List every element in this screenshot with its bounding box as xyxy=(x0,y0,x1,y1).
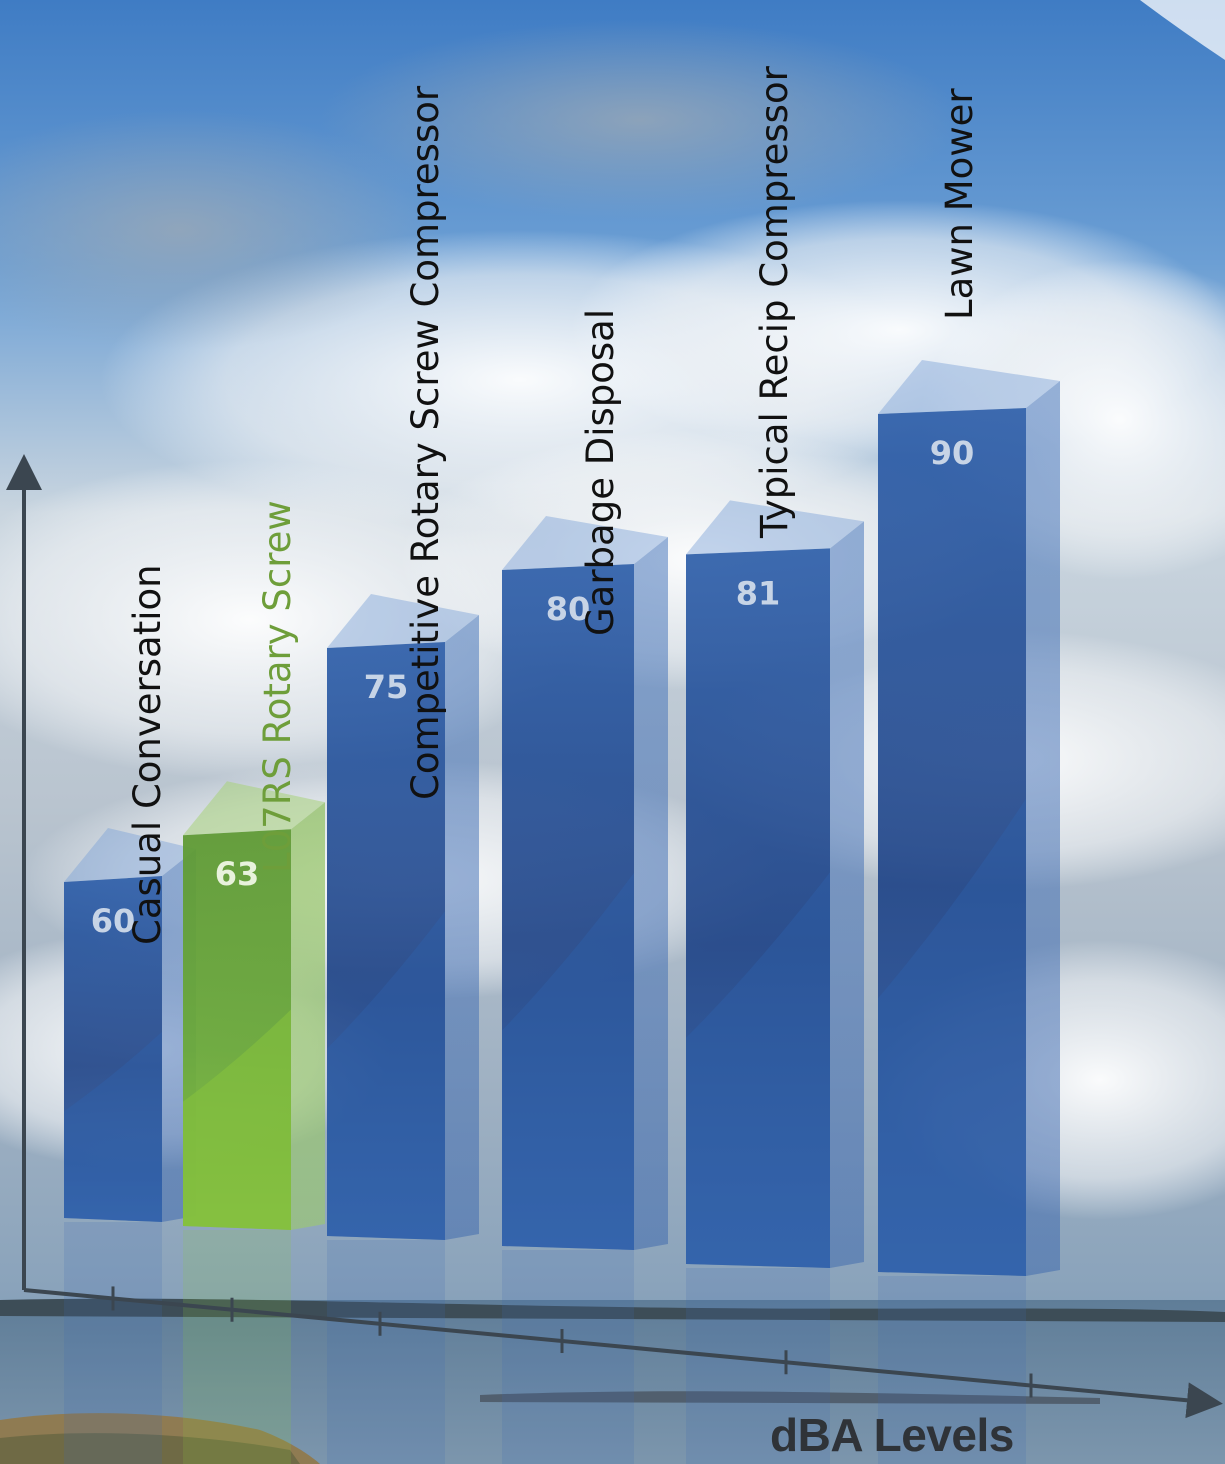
bar-5 xyxy=(686,500,864,1464)
category-label-1: Casual Conversation xyxy=(126,564,169,945)
value-label-5: 81 xyxy=(736,574,781,612)
bar-6 xyxy=(878,360,1060,1464)
category-label-3: Competitive Rotary Screw Compressor xyxy=(404,85,447,800)
x-axis-label: dBA Levels xyxy=(770,1409,1014,1461)
value-label-2: 63 xyxy=(215,855,260,893)
bar-3 xyxy=(327,594,479,1464)
x-axis xyxy=(23,1288,1223,1419)
bar-2 xyxy=(183,781,325,1464)
category-label-5: Typical Recip Compressor xyxy=(753,65,796,539)
category-label-2: L07RS Rotary Screw xyxy=(256,500,299,873)
category-label-4: Garbage Disposal xyxy=(579,309,622,636)
value-label-3: 75 xyxy=(364,668,409,706)
value-label-4: 80 xyxy=(546,590,591,628)
x-axis-ticks xyxy=(111,1286,1033,1398)
value-label-1: 60 xyxy=(91,902,136,940)
axes xyxy=(6,454,1223,1419)
bars-group xyxy=(64,360,1060,1464)
category-label-6: Lawn Mower xyxy=(938,88,981,320)
value-label-6: 90 xyxy=(930,434,975,472)
category-labels-group: 60 63 75 80 81 90 Casual Conversation L07RS Rot… xyxy=(91,65,981,945)
bar-4 xyxy=(502,516,668,1464)
bar-1 xyxy=(64,828,196,1464)
